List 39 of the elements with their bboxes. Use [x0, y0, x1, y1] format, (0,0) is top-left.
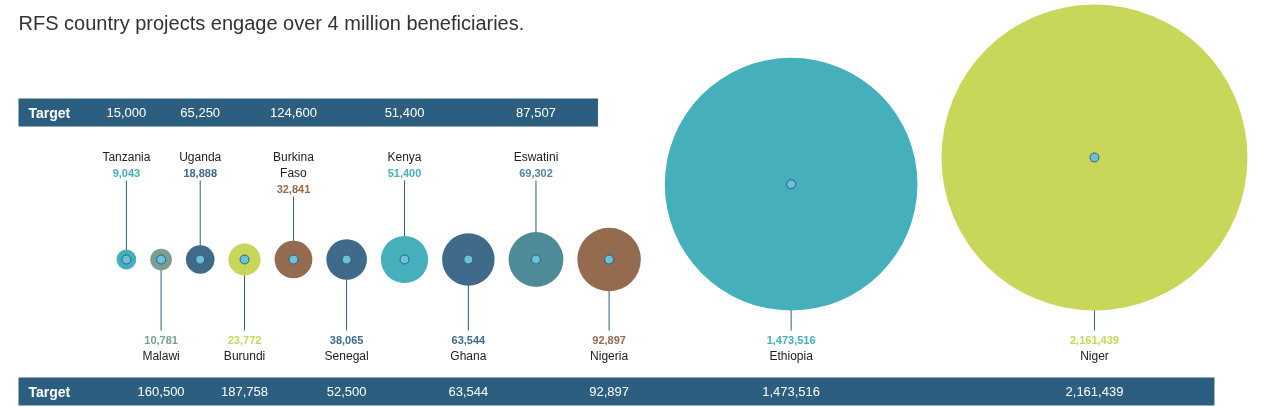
text: 65,250 [180, 105, 221, 120]
data-label: 9,043 [112, 166, 141, 179]
data-label: 1,473,516 [766, 333, 816, 346]
data-label: 63,544 [451, 333, 487, 346]
text: 1,473,516 [762, 384, 821, 399]
category-label: Ethiopia [769, 348, 814, 363]
category-label: Eswatini [513, 149, 559, 164]
category-label: Uganda [179, 149, 222, 164]
text: 87,507 [516, 105, 556, 120]
category-label: Burkina Faso [273, 149, 315, 180]
text: 92,897 [589, 384, 629, 399]
text: 51,400 [384, 105, 425, 120]
text: 63,544 [448, 384, 489, 399]
data-label: 51,400 [387, 166, 422, 179]
text: 124,600 [269, 105, 317, 120]
data-label: 2,161,439 [1070, 333, 1119, 346]
category-label: Tanzania [102, 149, 151, 164]
text: 2,161,439 [1065, 384, 1124, 399]
text: 187,758 [221, 384, 269, 399]
category-label: Kenya [387, 149, 422, 164]
category-label: Senegal [324, 348, 369, 363]
text: Target [28, 104, 71, 121]
text: Target [28, 383, 71, 400]
text: RFS country projects engage over 4 million beneficiaries. [18, 11, 525, 34]
text: 160,500 [137, 384, 185, 399]
category-label: Burundi [223, 348, 266, 363]
text: 15,000 [106, 105, 147, 120]
text: 52,500 [326, 384, 367, 399]
data-label: 18,888 [183, 166, 218, 179]
data-label: 32,841 [276, 182, 311, 195]
category-label: Nigeria [590, 348, 629, 363]
data-label: 38,065 [329, 333, 364, 346]
data-label: 92,897 [592, 333, 626, 346]
data-label: 69,302 [519, 166, 553, 179]
data-label: 23,772 [227, 333, 262, 346]
category-label: Ghana [450, 348, 487, 363]
data-label: 10,781 [144, 333, 178, 346]
category-label: Niger [1080, 348, 1109, 363]
category-label: Malawi [142, 348, 180, 363]
